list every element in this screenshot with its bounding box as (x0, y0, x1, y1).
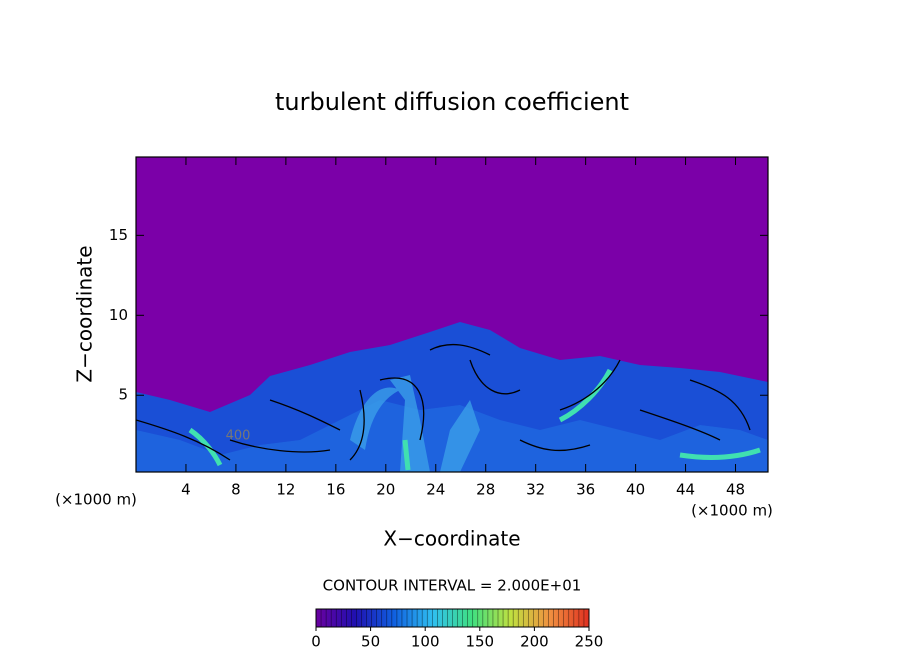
x-tick-label: 16 (326, 481, 345, 499)
y-tick-label: 5 (118, 386, 128, 404)
colorbar-tick-label: 50 (361, 633, 380, 651)
plot-frame (135, 156, 769, 473)
y-unit: (×1000 m) (55, 491, 137, 509)
y-axis-label: Z−coordinate (73, 245, 97, 382)
x-tick-label: 12 (276, 481, 295, 499)
field (136, 322, 768, 472)
x-tick-label: 36 (576, 481, 595, 499)
x-tick-label: 40 (626, 481, 645, 499)
x-tick-label: 8 (231, 481, 241, 499)
x-axis-label: X−coordinate (383, 527, 520, 551)
colorbar-tick-label: 0 (311, 633, 321, 651)
colorbar-tick-label: 150 (465, 633, 494, 651)
colorbar-label: CONTOUR INTERVAL = 2.000E+01 (323, 577, 582, 595)
contour-line (136, 343, 751, 461)
x-tick-label: 44 (676, 481, 695, 499)
x-tick-label: 48 (726, 481, 745, 499)
colorbar-tick-label: 200 (520, 633, 549, 651)
y-tick-label: 10 (109, 306, 128, 324)
x-tick-label: 24 (426, 481, 445, 499)
x-tick-label: 4 (181, 481, 191, 499)
chart-title: turbulent diffusion coefficient (275, 88, 629, 116)
colorbar-tick-label: 250 (575, 633, 604, 651)
colorbar-tick-label: 100 (411, 633, 440, 651)
x-tick-label: 28 (476, 481, 495, 499)
y-tick-label: 15 (109, 226, 128, 244)
x-tick-label: 32 (526, 481, 545, 499)
field-streak (350, 375, 480, 472)
x-tick-label: 20 (376, 481, 395, 499)
contour-label: 400 (226, 429, 251, 444)
x-unit: (×1000 m) (691, 502, 773, 520)
